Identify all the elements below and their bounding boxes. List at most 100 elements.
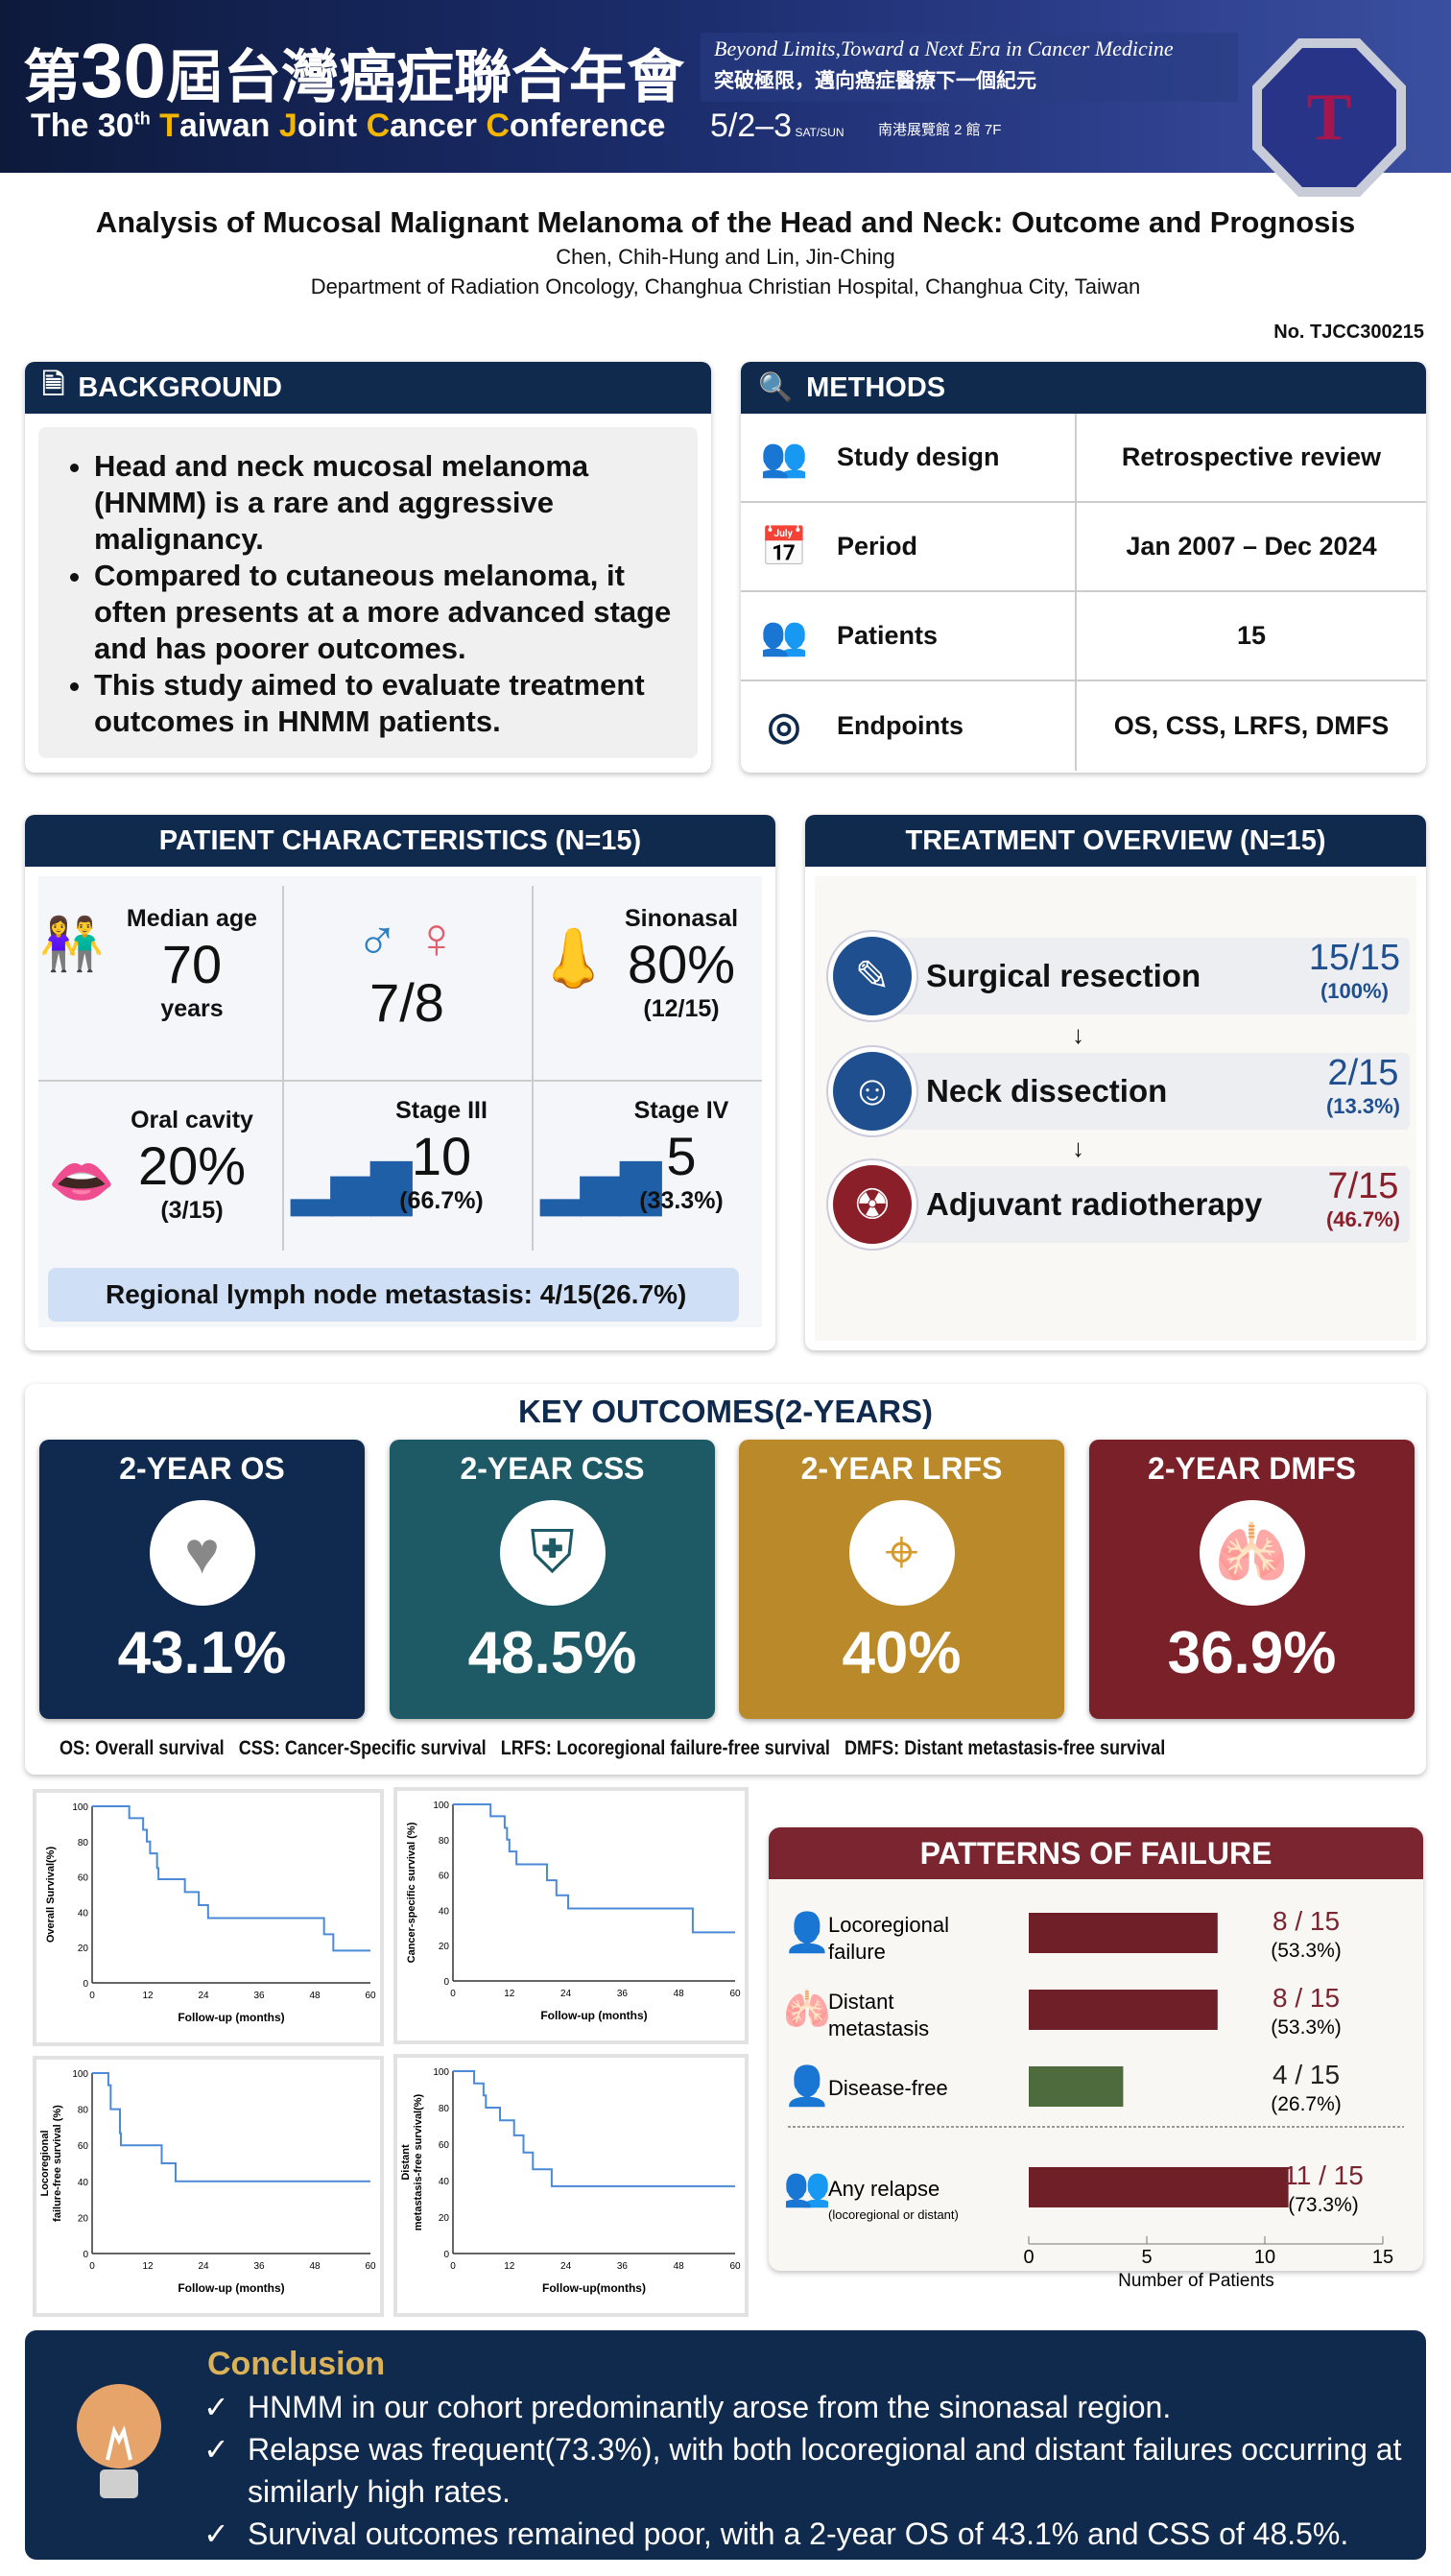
x-tick-label: 60: [729, 1989, 741, 1999]
shield-icon: ⛨: [499, 1500, 606, 1606]
list-item: Relapse was frequent(73.3%), with both l…: [203, 2428, 1426, 2513]
km-plot-css: 0 12 24 36 48 60 0 20 40 60 80 100 Follow-up (months…: [393, 1787, 749, 2044]
bar-value: 11 / 15: [1283, 2160, 1364, 2190]
methods-panel: 🔍 METHODS 👥 Study design Retrospective revi…: [741, 362, 1426, 773]
methods-heading: METHODS: [806, 371, 946, 403]
y-tick-label: 40: [78, 1908, 89, 1919]
x-tick-label: 12: [142, 2261, 154, 2272]
radiation-icon: ☢: [828, 1160, 916, 1249]
survival-curve: [453, 1803, 735, 1934]
y-tick-label: 40: [78, 2178, 89, 2188]
poster-title: Analysis of Mucosal Malignant Melanoma o…: [95, 205, 1356, 239]
x-tick-label: 48: [674, 2261, 685, 2272]
y-axis-label: Cancer-specific survival (%): [406, 1822, 417, 1963]
conference-title-zh: 第30屆台灣癌症聯合年會: [23, 28, 684, 113]
y-tick-label: 20: [78, 1944, 89, 1954]
x-tick-label: 36: [253, 1991, 265, 2001]
x-axis-label: Follow-up (months): [178, 2281, 284, 2295]
km-plot-lrfs: 0 12 24 36 48 60 0 20 40 60 80 100 Follow-up (months…: [33, 2056, 384, 2317]
treatment-overview-panel: TREATMENT OVERVIEW (N=15) Surgical resec…: [805, 815, 1426, 1350]
y-tick-label: 100: [72, 2069, 88, 2080]
sinonasal: Sinonasal 80% (12/15): [624, 905, 739, 1022]
category-label: Distant: [828, 1990, 893, 2014]
lightbulb-icon: [77, 2384, 161, 2498]
y-tick-label: 100: [433, 1801, 449, 1811]
y-tick-label: 0: [443, 1977, 449, 1988]
x-tick-label: 10: [1254, 2247, 1275, 2268]
x-tick-label: 36: [253, 2261, 265, 2272]
outcome-card-css: 2-YEAR CSS ⛨ 48.5%: [390, 1440, 715, 1719]
x-tick-label: 36: [617, 1989, 629, 1999]
category-label: failure: [828, 1940, 886, 1964]
category-label: metastasis: [828, 2016, 929, 2040]
median-age: Median age 70 years: [126, 905, 258, 1022]
authors: Chen, Chih-Hung and Lin, Jin-Ching: [556, 245, 895, 269]
head-neck-icon: ☺: [828, 1047, 916, 1135]
x-tick-label: 24: [560, 1989, 572, 1999]
conclusion-heading: Conclusion: [207, 2346, 386, 2382]
x-tick-label: 0: [89, 2261, 95, 2272]
y-tick-label: 60: [439, 1872, 450, 1882]
key-outcomes-panel: KEY OUTCOMES(2-YEARS) 2-YEAR OS ♥ 43.1% 2-…: [25, 1384, 1426, 1775]
venue: 南港展覽館 2 館 7F: [878, 122, 1002, 138]
y-tick-label: 0: [83, 2250, 88, 2260]
x-axis-label: Follow-up(months): [542, 2281, 646, 2295]
list-item: Survival outcomes remained poor, with a …: [203, 2513, 1426, 2555]
nose-icon: 👃: [537, 926, 609, 990]
bar-percent: (53.3%): [1271, 1940, 1342, 1962]
stage-iii: Stage III 10 (66.7%): [395, 1097, 488, 1214]
list-item: Head and neck mucosal melanoma (HNMM) is…: [94, 448, 678, 558]
group-icon: 👥: [783, 2166, 831, 2208]
lungs-icon: 🫁: [783, 1989, 831, 2031]
sex-ratio: ♂ ♀ 7/8: [355, 906, 459, 1033]
bar-value: 4 / 15: [1273, 2060, 1340, 2089]
group-icon: 👥: [760, 437, 808, 479]
y-tick-label: 0: [443, 2250, 449, 2260]
tagline: Beyond Limits,Toward a Next Era in Cance…: [701, 33, 1238, 102]
x-tick-label: 0: [89, 1991, 95, 2001]
crosshair-icon: ⌖: [848, 1500, 955, 1606]
x-tick-label: 12: [504, 1989, 515, 1999]
y-tick-label: 40: [439, 1906, 450, 1917]
x-tick-label: 48: [674, 1989, 685, 1999]
bar: [1029, 1913, 1218, 1953]
treatment-item: Adjuvant radiotherapy 7/15 (46.7%) ☢: [828, 1160, 1410, 1249]
bar-chart-icon: ▂▅▇: [292, 1157, 412, 1214]
bar-percent: (26.7%): [1271, 2093, 1342, 2115]
x-tick-label: 0: [1023, 2247, 1034, 2268]
bar-percent: (73.3%): [1288, 2194, 1359, 2216]
bar: [1029, 2066, 1124, 2107]
stage-iv: Stage IV 5 (33.3%): [633, 1097, 729, 1214]
category-sublabel: (locoregional or distant): [828, 2207, 959, 2222]
treatment-item: Neck dissection 2/15 (13.3%) ☺: [828, 1047, 1410, 1135]
y-tick-label: 80: [78, 2106, 89, 2116]
y-tick-label: 100: [72, 1802, 88, 1813]
arrow-icon: ↓: [1072, 1020, 1084, 1049]
background-panel: 🗎 BACKGROUND Head and neck mucosal melano…: [25, 362, 711, 773]
km-plot-dmfs: 0 12 24 36 48 60 0 20 40 60 80 100 Follow-up(months)…: [393, 2054, 749, 2317]
y-tick-label: 40: [439, 2177, 450, 2187]
table-row: 👥 Patients 15: [741, 592, 1426, 681]
conference-title-en: The 30th Taiwan Joint Cancer Conference: [31, 107, 666, 144]
group-icon: 👥: [760, 615, 808, 657]
list-item: HNMM in our cohort predominantly arose f…: [203, 2386, 1426, 2428]
list-item: This study aimed to evaluate treatment o…: [94, 667, 678, 740]
female-icon: ♀: [415, 906, 459, 970]
bar-percent: (53.3%): [1271, 2016, 1342, 2039]
conference-banner: 第30屆台灣癌症聯合年會 The 30th Taiwan Joint Cance…: [0, 0, 1451, 173]
x-tick-label: 24: [560, 2261, 572, 2272]
conference-logo: T: [1252, 38, 1406, 197]
x-tick-label: 12: [504, 2261, 515, 2272]
outcome-card-dmfs: 2-YEAR DMFS 🫁 36.9%: [1089, 1440, 1415, 1719]
y-axis-label: Distantmetastasis-free survival(%): [400, 2093, 424, 2230]
lungs-icon: 🫁: [1199, 1500, 1305, 1606]
x-tick-label: 12: [142, 1991, 154, 2001]
arrow-icon: ↓: [1072, 1133, 1084, 1162]
person-icon: 👤: [783, 2063, 831, 2108]
x-tick-label: 36: [617, 2261, 629, 2272]
x-tick-label: 60: [729, 2261, 741, 2272]
y-tick-label: 60: [78, 1873, 89, 1884]
y-tick-label: 20: [439, 2213, 450, 2224]
survival-curve: [92, 1805, 370, 1952]
survival-curve: [92, 2072, 370, 2182]
